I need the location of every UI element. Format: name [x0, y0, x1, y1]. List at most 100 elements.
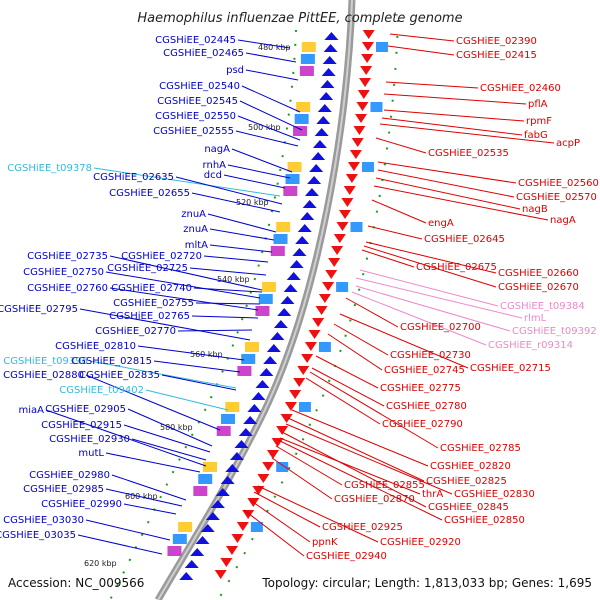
gene-label[interactable]: CGSHiEE_02545	[157, 96, 238, 107]
gene-label[interactable]: pflA	[528, 99, 548, 110]
gene-label[interactable]: acpP	[556, 138, 580, 149]
gene-label[interactable]: CGSHiEE_02820	[430, 461, 511, 472]
gene-label[interactable]: rpmF	[526, 116, 552, 127]
gene-label[interactable]: psd	[226, 65, 244, 76]
gene-label[interactable]: CGSHiEE_02550	[155, 111, 236, 122]
gene-label[interactable]: CGSHiEE_02750	[23, 267, 104, 278]
gene-label[interactable]: nagB	[522, 204, 548, 215]
gene-label[interactable]: CGSHiEE_02540	[159, 81, 240, 92]
gene-label[interactable]: thrA	[422, 489, 443, 500]
gene-label[interactable]: CGSHiEE_t09384	[500, 301, 585, 312]
reverse-strand-arrow	[347, 162, 360, 171]
gene-label[interactable]: CGSHiEE_02985	[23, 484, 104, 495]
gene-label[interactable]: CGSHiEE_t09402	[59, 385, 144, 396]
gene-label[interactable]: fabG	[524, 130, 548, 141]
gene-label[interactable]: CGSHiEE_t09378	[7, 163, 92, 174]
gene-label[interactable]: CGSHiEE_02745	[384, 365, 465, 376]
leader-line	[231, 148, 293, 173]
gene-label[interactable]: rlmL	[524, 313, 547, 324]
gene-label[interactable]: CGSHiEE_02755	[113, 298, 194, 309]
gene-label[interactable]: CGSHiEE_02815	[71, 356, 152, 367]
gene-label[interactable]: CGSHiEE_02645	[424, 234, 505, 245]
gene-label[interactable]: CGSHiEE_02740	[111, 283, 192, 294]
gene-label[interactable]: mltA	[185, 240, 208, 251]
gene-label[interactable]: CGSHiEE_02730	[390, 350, 471, 361]
gene-label[interactable]: CGSHiEE_02940	[306, 551, 387, 562]
scale-label: 500 kbp	[248, 123, 281, 132]
gene-label[interactable]: mutL	[78, 448, 104, 459]
gene-label[interactable]: CGSHiEE_03035	[0, 530, 76, 541]
gene-label[interactable]: CGSHiEE_02445	[155, 35, 236, 46]
gene-label[interactable]: CGSHiEE_02920	[380, 537, 461, 548]
gene-label[interactable]: miaA	[19, 405, 45, 416]
gene-label[interactable]: CGSHiEE_02930	[49, 434, 130, 445]
leader-line	[191, 315, 259, 319]
gene-label[interactable]: CGSHiEE_02905	[45, 404, 126, 415]
gene-label[interactable]: CGSHiEE_02415	[456, 50, 537, 61]
gene-label[interactable]: CGSHiEE_02735	[27, 251, 108, 262]
gene-label[interactable]: CGSHiEE_02810	[55, 341, 136, 352]
gene-label[interactable]: dcd	[204, 170, 222, 181]
gene-label[interactable]: CGSHiEE_02780	[386, 401, 467, 412]
reverse-strand-arrow	[318, 294, 331, 303]
scale-label: 560 kbp	[190, 350, 223, 359]
gene-label[interactable]: ppnK	[312, 537, 338, 548]
gene-label[interactable]: CGSHiEE_02825	[426, 476, 507, 487]
gene-label[interactable]: CGSHiEE_03030	[3, 515, 84, 526]
gene-label[interactable]: CGSHiEE_02775	[380, 383, 461, 394]
leader-line	[277, 439, 443, 521]
gene-label[interactable]: CGSHiEE_02835	[79, 370, 160, 381]
gene-label[interactable]: CGSHiEE_02795	[0, 304, 78, 315]
gene-label[interactable]: CGSHiEE_02670	[498, 282, 579, 293]
leader-line	[383, 93, 527, 105]
gene-label[interactable]: CGSHiEE_02855	[344, 480, 425, 491]
gene-label[interactable]: CGSHiEE_t09396	[3, 356, 88, 367]
gene-label[interactable]: CGSHiEE_02675	[416, 262, 497, 273]
gene-label[interactable]: CGSHiEE_02655	[109, 188, 190, 199]
gene-label[interactable]: znuA	[183, 224, 208, 235]
gene-label[interactable]: nagA	[204, 144, 230, 155]
gene-label[interactable]: CGSHiEE_02560	[518, 178, 599, 189]
gene-label[interactable]: CGSHiEE_02880	[3, 370, 84, 381]
gene-label[interactable]: rnhA	[203, 160, 227, 171]
feature-block	[167, 546, 182, 556]
gene-label[interactable]: znuA	[181, 209, 206, 220]
gene-label[interactable]: CGSHiEE_02915	[41, 420, 122, 431]
gene-label[interactable]: CGSHiEE_02555	[153, 126, 234, 137]
gene-label[interactable]: CGSHiEE_02850	[444, 515, 525, 526]
leader-line	[379, 123, 555, 144]
gene-label[interactable]: CGSHiEE_02770	[95, 326, 176, 337]
gene-label[interactable]: CGSHiEE_02660	[498, 268, 579, 279]
gene-label[interactable]: CGSHiEE_r09314	[488, 340, 573, 351]
gene-label[interactable]: CGSHiEE_02720	[121, 251, 202, 262]
gene-label[interactable]: CGSHiEE_02990	[41, 499, 122, 510]
forward-strand-arrow	[277, 308, 292, 316]
gene-label[interactable]: CGSHiEE_02790	[382, 419, 463, 430]
gene-label[interactable]: CGSHiEE_02535	[428, 148, 509, 159]
gene-label[interactable]: CGSHiEE_02870	[334, 494, 415, 505]
gene-label[interactable]: CGSHiEE_02830	[454, 489, 535, 500]
gene-label[interactable]: CGSHiEE_02390	[456, 36, 537, 47]
gene-label[interactable]: CGSHiEE_02760	[27, 283, 108, 294]
forward-strand-arrow	[297, 224, 312, 232]
gene-label[interactable]: CGSHiEE_02785	[440, 443, 521, 454]
gene-label[interactable]: CGSHiEE_t09392	[512, 326, 597, 337]
forward-strand-arrow	[247, 404, 262, 412]
gene-label[interactable]: CGSHiEE_02570	[516, 192, 597, 203]
gene-label[interactable]: CGSHiEE_02980	[29, 470, 110, 481]
gene-label[interactable]: CGSHiEE_02700	[400, 322, 481, 333]
gene-label[interactable]: engA	[428, 218, 454, 229]
gene-label[interactable]: CGSHiEE_02635	[93, 172, 174, 183]
gene-label[interactable]: CGSHiEE_02715	[470, 363, 551, 374]
gene-label[interactable]: CGSHiEE_02460	[480, 83, 561, 94]
gene-label[interactable]: CGSHiEE_02925	[322, 522, 403, 533]
gene-label[interactable]: CGSHiEE_02845	[428, 502, 509, 513]
leader-line	[105, 452, 201, 473]
forward-strand-arrow	[314, 128, 329, 136]
gene-label[interactable]: CGSHiEE_02725	[107, 263, 188, 274]
gene-label[interactable]: nagA	[550, 215, 576, 226]
gene-label[interactable]: CGSHiEE_02765	[109, 311, 190, 322]
gene-label[interactable]: CGSHiEE_02465	[163, 48, 244, 59]
